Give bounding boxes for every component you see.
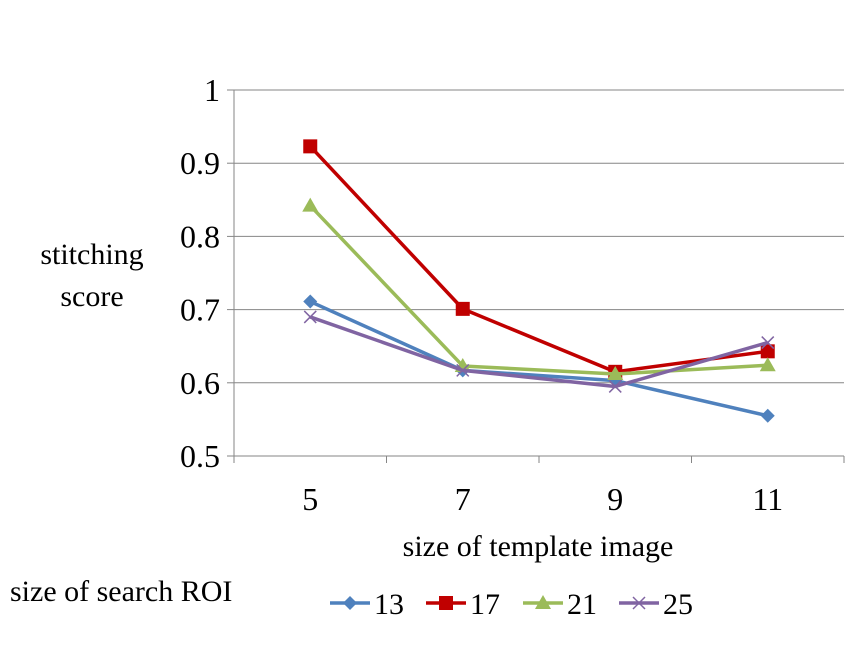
data-point bbox=[760, 344, 775, 359]
x-tick-label: 7 bbox=[455, 481, 471, 517]
data-point bbox=[303, 310, 317, 324]
y-tick-label: 0.7 bbox=[180, 292, 220, 328]
marker-stroke bbox=[608, 379, 622, 393]
marker-stroke bbox=[761, 336, 775, 350]
legend-marker bbox=[343, 596, 357, 610]
legend-label: 17 bbox=[470, 588, 500, 621]
data-point bbox=[608, 379, 622, 393]
data-point bbox=[759, 357, 776, 372]
data-point bbox=[760, 408, 775, 423]
x-tick-label: 5 bbox=[302, 481, 318, 517]
series-21 bbox=[302, 197, 776, 381]
data-point bbox=[456, 363, 470, 377]
x-tick-label: 9 bbox=[607, 481, 623, 517]
data-point bbox=[761, 336, 775, 350]
y-tick-label: 0.5 bbox=[180, 438, 220, 474]
series-line-21 bbox=[308, 204, 768, 376]
legend-marker bbox=[439, 596, 453, 610]
axes bbox=[227, 89, 845, 463]
y-tick-labels: 0.5 0.6 0.7 0.8 0.9 1 bbox=[180, 72, 220, 474]
series-25 bbox=[303, 310, 775, 393]
legend-entry-25: 25 bbox=[619, 588, 693, 621]
legend-marker bbox=[632, 596, 646, 610]
legend-entry-17: 17 bbox=[426, 588, 500, 621]
series-line-17 bbox=[308, 145, 768, 374]
y-tick-label: 0.9 bbox=[180, 145, 220, 181]
data-point bbox=[303, 139, 318, 154]
legend-entry-21: 21 bbox=[523, 588, 597, 621]
legend-label: 13 bbox=[374, 588, 404, 621]
y-tick-label: 1 bbox=[204, 72, 220, 108]
legend-title: size of search ROI bbox=[10, 575, 232, 608]
series-layer bbox=[302, 139, 776, 423]
gridlines bbox=[234, 89, 844, 384]
data-point bbox=[302, 197, 319, 212]
marker-stroke bbox=[303, 310, 317, 324]
legend-marker bbox=[535, 595, 551, 609]
data-point bbox=[607, 366, 624, 381]
x-tick-label: 11 bbox=[752, 481, 783, 517]
data-point bbox=[303, 294, 318, 309]
legend-entry-13: 13 bbox=[330, 588, 404, 621]
series-17 bbox=[303, 139, 775, 379]
y-axis-label-line-1: stitching bbox=[40, 238, 143, 271]
x-tick-labels: 5 7 9 11 bbox=[302, 481, 783, 517]
data-point bbox=[455, 301, 470, 316]
legend-label: 25 bbox=[663, 588, 693, 621]
legend: 13 17 21 25 bbox=[330, 588, 693, 621]
series-line-25 bbox=[309, 315, 769, 389]
y-tick-label: 0.8 bbox=[180, 218, 220, 254]
series-line-13 bbox=[309, 299, 769, 418]
marker-stroke bbox=[456, 363, 470, 377]
x-axis-label: size of template image bbox=[403, 530, 674, 563]
y-tick-label: 0.6 bbox=[180, 365, 220, 401]
marker-stroke bbox=[632, 596, 646, 610]
legend-label: 21 bbox=[567, 588, 597, 621]
y-axis-label-line-2: score bbox=[60, 280, 123, 313]
